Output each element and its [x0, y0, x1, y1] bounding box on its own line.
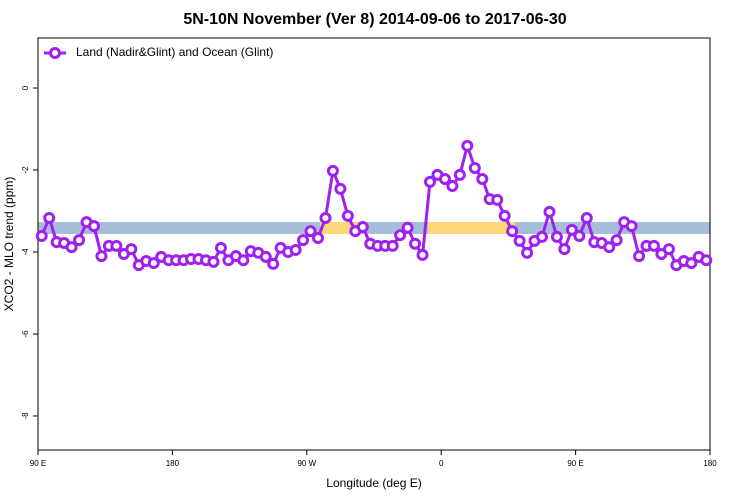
legend-marker	[49, 47, 61, 59]
data-point	[73, 234, 86, 247]
data-point	[95, 250, 108, 263]
data-point	[312, 232, 324, 245]
x-tick-label: 90 E	[567, 459, 583, 468]
data-point	[297, 234, 310, 247]
plot-frame	[37, 37, 711, 451]
data-point	[267, 257, 280, 270]
data-point	[633, 250, 646, 263]
data-point	[625, 220, 638, 233]
data-point	[498, 209, 511, 222]
data-point	[289, 243, 302, 256]
x-axis-label: Longitude (deg E)	[326, 476, 421, 490]
data-point	[43, 211, 56, 224]
data-point	[446, 179, 459, 192]
data-point	[207, 255, 220, 268]
data-point	[65, 241, 78, 254]
data-point	[453, 168, 466, 181]
data-point	[416, 248, 429, 261]
data-point	[386, 239, 399, 252]
data-point	[580, 211, 593, 224]
x-tick-label: 0	[439, 459, 444, 468]
legend-label: Land (Nadir&Glint) and Ocean (Glint)	[76, 45, 273, 59]
data-point	[536, 230, 548, 243]
x-tick-label: 90 W	[297, 459, 316, 468]
data-point	[214, 241, 227, 254]
data-point	[513, 234, 526, 247]
data-point	[521, 246, 534, 259]
data-point	[506, 225, 519, 238]
x-tick-label: 90 E	[30, 459, 46, 468]
data-point	[394, 229, 407, 242]
data-point	[409, 237, 422, 250]
data-point	[110, 239, 123, 252]
data-point	[685, 257, 698, 270]
chart-title: 5N-10N November (Ver 8) 2014-09-06 to 20…	[183, 11, 566, 28]
data-point	[700, 254, 713, 267]
data-point	[648, 239, 660, 252]
data-point	[565, 223, 578, 236]
data-point	[401, 221, 414, 234]
data-point	[550, 230, 563, 243]
data-point	[543, 205, 556, 218]
y-tick-label: -6	[21, 330, 30, 338]
data-point	[573, 230, 586, 243]
data-point	[304, 225, 317, 238]
data-point	[461, 139, 474, 152]
data-point	[237, 254, 250, 267]
data-point	[326, 164, 339, 177]
y-axis-label: XCO2 - MLO trend (ppm)	[2, 177, 16, 312]
y-tick-label: 0	[21, 85, 30, 90]
data-point	[259, 250, 272, 263]
y-tick-label: -8	[21, 412, 30, 420]
reference-band	[38, 222, 710, 234]
data-point	[319, 211, 332, 224]
data-point	[147, 257, 160, 270]
data-point	[424, 175, 436, 188]
x-tick-label: 180	[166, 459, 180, 468]
data-point	[558, 243, 571, 256]
data-point	[603, 241, 616, 254]
data-point	[35, 230, 48, 243]
data-point	[476, 173, 489, 186]
x-tick-label: 180	[703, 459, 717, 468]
data-point	[125, 243, 138, 256]
data-point	[491, 193, 504, 206]
data-point	[468, 161, 481, 174]
data-point	[610, 234, 623, 247]
data-point	[341, 209, 354, 222]
data-point	[334, 182, 347, 195]
data-point	[88, 220, 100, 233]
data-point	[662, 243, 675, 256]
y-tick-label: -4	[21, 248, 30, 256]
data-point	[356, 220, 369, 233]
data-point	[438, 173, 451, 186]
highlight-band	[428, 222, 515, 234]
y-tick-label: -2	[21, 166, 30, 174]
